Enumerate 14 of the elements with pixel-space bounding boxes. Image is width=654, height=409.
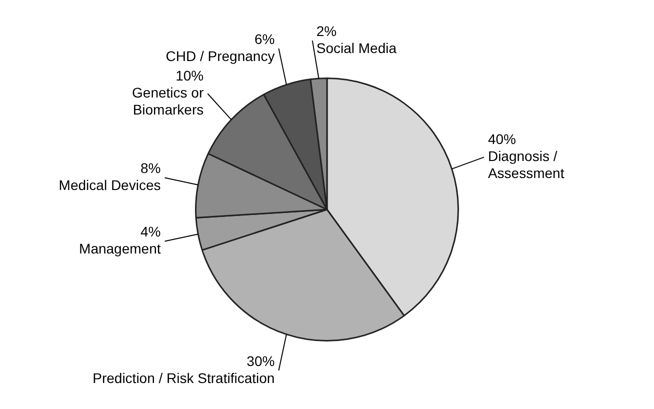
data-label: 10% [176, 68, 204, 84]
slice-label: Diagnosis / Assessment [488, 148, 564, 182]
data-label: 8% [140, 160, 161, 176]
slice-label: Social Media [316, 40, 397, 56]
slice-label: CHD / Pregnancy [166, 48, 275, 64]
slice-label: Prediction / Risk Stratification [92, 370, 275, 386]
slice-label: Medical Devices [58, 177, 161, 194]
data-label: 40% [488, 131, 516, 148]
slice-label: Genetics or Biomarkers [132, 84, 204, 118]
data-label: 4% [140, 224, 161, 240]
slice-label: Management [79, 240, 161, 257]
data-label: 2% [316, 22, 337, 39]
data-label: 6% [254, 30, 275, 47]
data-label: 30% [246, 352, 275, 369]
